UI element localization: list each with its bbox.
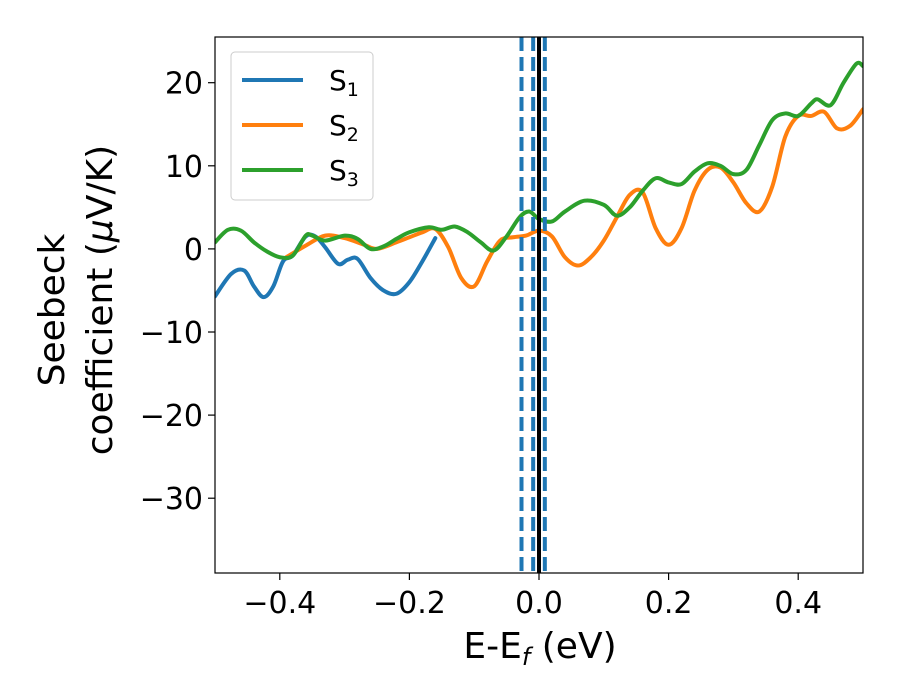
x-axis-label: E-Ef (eV): [463, 626, 616, 671]
y-axis-label-mu: μ: [80, 219, 121, 243]
y-tick-label: 10: [165, 150, 203, 185]
y-axis-label-line2: coefficient (μV/K): [80, 145, 121, 455]
x-axis-label-unit: (eV): [530, 626, 616, 667]
y-tick-label: −30: [140, 482, 203, 517]
x-tick-label: 0.0: [515, 586, 563, 621]
x-tick-label: 0.4: [774, 586, 822, 621]
legend-label-2: S2: [329, 109, 359, 146]
x-tick-label: −0.2: [373, 586, 446, 621]
y-tick-label: −10: [140, 316, 203, 351]
legend-label-3: S3: [329, 154, 359, 191]
x-axis-label-main: E-E: [463, 626, 521, 667]
y-tick-label: −20: [140, 399, 203, 434]
y-axis-label-prefix: coefficient (: [80, 242, 121, 455]
y-axis-label-line1: Seebeck: [32, 233, 73, 386]
fermi-level-lines: [519, 37, 547, 573]
x-tick-label: 0.2: [645, 586, 693, 621]
legend: S1 S2 S3: [230, 51, 374, 201]
x-axis-ticks: −0.4 −0.2 0.0 0.2 0.4: [243, 573, 822, 621]
legend-items: S1 S2 S3: [242, 64, 359, 191]
y-tick-label: 20: [165, 67, 203, 102]
series-line-s2: [284, 107, 863, 290]
series-line-s1: [215, 232, 438, 300]
legend-label-1: S1: [329, 64, 359, 101]
y-axis-ticks: −30 −20 −10 0 10 20: [140, 67, 215, 517]
x-tick-label: −0.4: [243, 586, 316, 621]
y-axis-label-unit: V/K): [80, 145, 121, 219]
y-tick-label: 0: [184, 233, 203, 268]
